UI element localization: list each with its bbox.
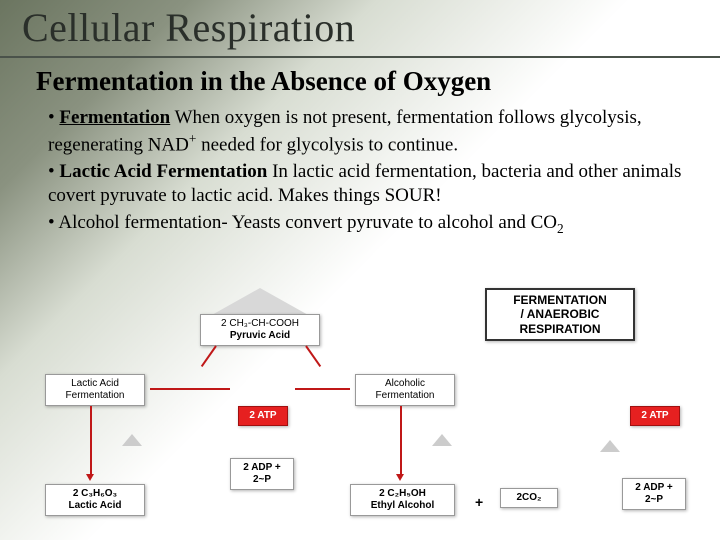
- arrow-head-icon: [86, 474, 94, 481]
- atp-box-1: 2 ATP: [238, 406, 288, 426]
- lactic-product: 2 C₃H₆O₃ Lactic Acid: [45, 484, 145, 516]
- arrow: [90, 406, 92, 476]
- arrow: [201, 345, 217, 367]
- bullet-2: • Lactic Acid Fermentation In lactic aci…: [48, 160, 698, 209]
- co2-box: 2CO₂: [500, 488, 558, 508]
- bullet-3: • Alcohol fermentation- Yeasts convert p…: [48, 211, 698, 237]
- arrow: [295, 388, 350, 390]
- title-divider: [0, 56, 720, 58]
- triangle-icon: [122, 434, 142, 446]
- ethyl-product: 2 C₂H₅OH Ethyl Alcohol: [350, 484, 455, 516]
- adp-box-1: 2 ADP + 2~P: [230, 458, 294, 490]
- triangle-icon: [210, 288, 310, 316]
- adp-box-2: 2 ADP + 2~P: [622, 478, 686, 510]
- subtitle: Fermentation in the Absence of Oxygen: [36, 66, 491, 97]
- arrow-head-icon: [396, 474, 404, 481]
- alcoholic-label: Alcoholic Fermentation: [355, 374, 455, 406]
- triangle-icon: [432, 434, 452, 446]
- arrow: [150, 388, 230, 390]
- atp-box-2: 2 ATP: [630, 406, 680, 426]
- page-title: Cellular Respiration: [22, 4, 355, 51]
- arrow: [305, 345, 321, 367]
- lactic-label: Lactic Acid Fermentation: [45, 374, 145, 406]
- triangle-icon: [600, 440, 620, 452]
- arrow: [400, 406, 402, 476]
- bullet-1: • Fermentation When oxygen is not presen…: [48, 106, 698, 158]
- diagram-title-box: FERMENTATION / ANAEROBIC RESPIRATION: [485, 288, 635, 341]
- plus-icon: +: [475, 494, 483, 510]
- fermentation-diagram: 2 CH₃-CH-COOH Pyruvic Acid FERMENTATION …: [70, 288, 710, 533]
- pyruvate-box: 2 CH₃-CH-COOH Pyruvic Acid: [200, 314, 320, 346]
- body-text: • Fermentation When oxygen is not presen…: [48, 106, 698, 238]
